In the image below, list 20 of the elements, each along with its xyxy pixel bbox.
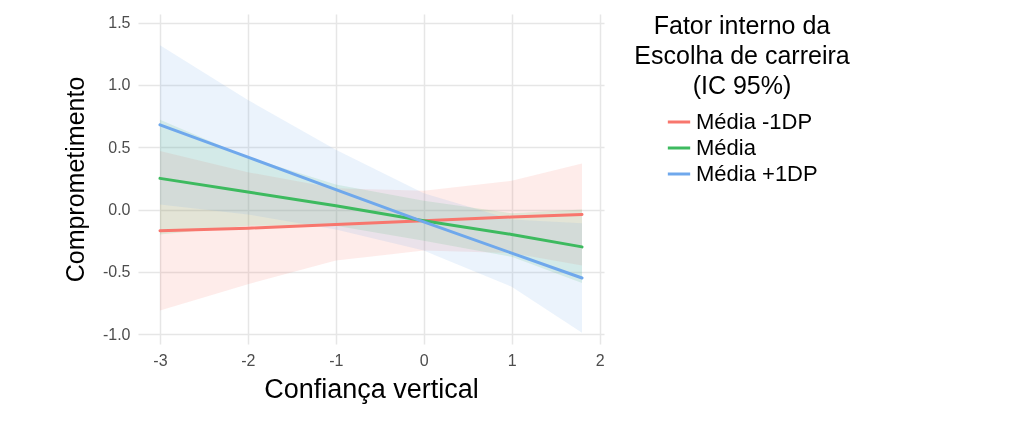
legend-title: Fator interno da Escolha de carreira (IC 95%) — [634, 11, 850, 99]
y-tick-label: -1.0 — [102, 325, 131, 343]
x-axis-title: Confiança vertical — [264, 373, 479, 404]
y-tick-label: 0.0 — [108, 201, 131, 219]
x-tick-label: 1 — [507, 351, 517, 369]
legend-label: Média +1DP — [696, 161, 818, 186]
legend-label: Média -1DP — [696, 109, 813, 134]
x-tick-label: 0 — [419, 351, 429, 369]
y-tick-label: -0.5 — [102, 263, 131, 281]
legend-label: Média — [696, 135, 757, 160]
x-tick-label: -2 — [241, 351, 256, 369]
y-tick-label: 1.0 — [108, 76, 131, 94]
line-series — [158, 212, 584, 233]
x-tick-label: -1 — [329, 351, 344, 369]
line-series — [158, 176, 584, 249]
x-tick-label: 2 — [595, 351, 605, 369]
y-axis-title: Comprometimento — [60, 76, 89, 283]
x-tick-label: -3 — [153, 351, 168, 369]
y-tick-label: 0.5 — [108, 138, 131, 156]
y-tick-label: 1.5 — [108, 14, 131, 32]
